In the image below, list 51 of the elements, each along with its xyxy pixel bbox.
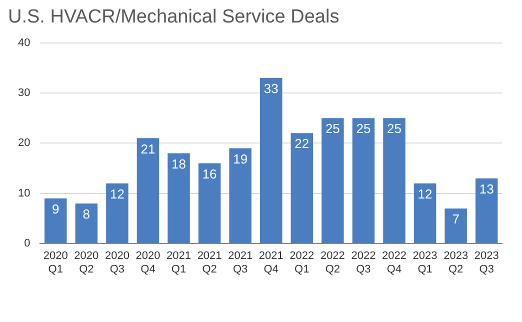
x-tick-label: 2020 Q1: [43, 250, 68, 276]
y-tick-label: 40: [18, 36, 30, 49]
bar: [198, 163, 221, 244]
x-tick-label: 2023 Q3: [474, 250, 499, 276]
data-label: 25: [356, 121, 371, 136]
x-tick-label: 2022 Q1: [290, 250, 314, 276]
data-label: 21: [140, 141, 156, 156]
bar: [44, 198, 67, 244]
data-label: 22: [294, 136, 310, 152]
bar: [444, 208, 467, 244]
bar: [322, 118, 344, 244]
x-tick-label: 2022 Q2: [320, 250, 345, 276]
data-label: 18: [172, 156, 186, 172]
bar: [260, 78, 282, 244]
data-label: 9: [52, 202, 60, 216]
bar: [229, 148, 252, 244]
x-tick-label: 2023 Q2: [444, 250, 468, 276]
x-tick-label: 2020 Q2: [74, 250, 99, 276]
bar: [168, 153, 190, 244]
data-label: 7: [452, 212, 460, 227]
y-tick-label: 20: [18, 137, 30, 150]
data-label: 25: [325, 121, 340, 136]
x-tick-label: 2020 Q3: [104, 250, 130, 276]
data-label: 19: [233, 151, 248, 166]
data-label: 8: [82, 206, 90, 222]
data-label: 13: [479, 181, 494, 196]
x-tick-label: 2020 Q4: [136, 250, 160, 276]
y-tick-label: 0: [24, 238, 30, 250]
data-label: 33: [264, 81, 278, 96]
x-tick-label: 2021 Q3: [228, 250, 253, 276]
bar: [414, 183, 436, 244]
x-tick-label: 2022 Q4: [382, 250, 406, 276]
data-label: 25: [387, 121, 402, 136]
bar: [106, 183, 128, 244]
y-tick-label: 30: [18, 87, 30, 100]
y-tick-label: 10: [18, 187, 30, 200]
data-label: 16: [202, 166, 217, 182]
x-tick-label: 2021 Q4: [258, 250, 284, 276]
x-tick-label: 2021 Q1: [166, 250, 192, 276]
bar: [75, 203, 98, 244]
x-tick-label: 2021 Q2: [197, 250, 222, 276]
bar: [352, 118, 375, 244]
data-label: 12: [110, 186, 124, 202]
bar: [136, 138, 160, 244]
chart-title: U.S. HVACR/Mechanical Service Deals: [8, 6, 340, 28]
bar: [383, 118, 406, 244]
bar: [475, 178, 498, 244]
x-tick-label: 2022 Q3: [351, 250, 376, 276]
data-label: 12: [418, 186, 432, 202]
x-tick-label: 2023 Q1: [412, 250, 438, 276]
bar: [290, 133, 314, 244]
